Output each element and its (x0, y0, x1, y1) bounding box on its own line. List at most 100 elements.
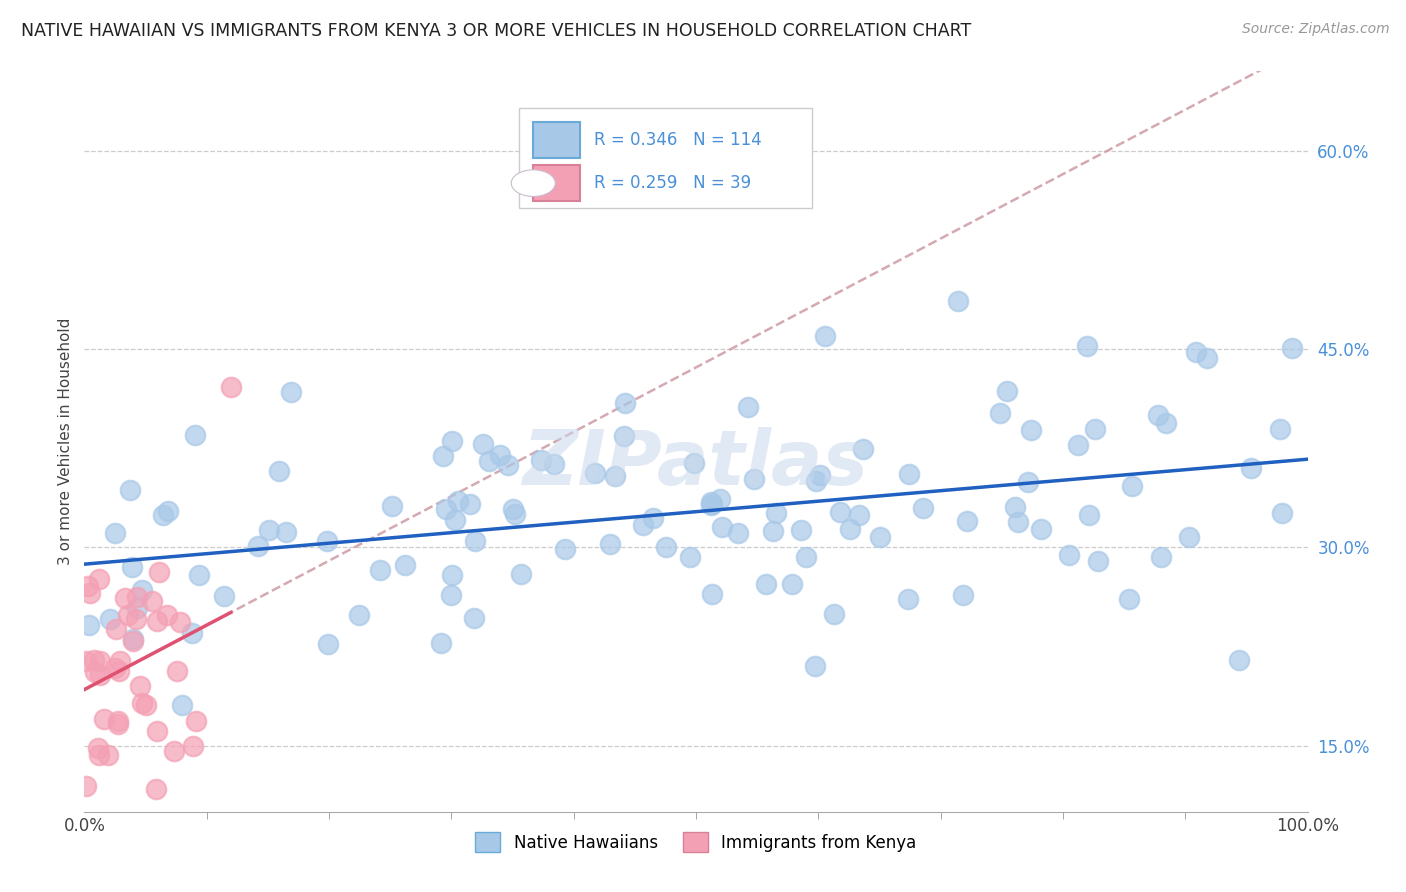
Point (107, 714, 129, 729)
Point (125, 601, 148, 615)
Point (780, 577, 803, 591)
Point (869, 530, 891, 544)
Point (89, 668, 111, 682)
Point (441, 568, 464, 582)
Point (122, 634, 145, 648)
Point (170, 698, 193, 713)
Point (709, 492, 731, 507)
Point (823, 607, 845, 621)
Point (184, 428, 207, 442)
Point (755, 576, 778, 591)
Point (1271, 506, 1294, 520)
Point (897, 592, 920, 607)
Point (700, 587, 723, 601)
Point (349, 608, 371, 623)
Point (727, 526, 749, 541)
Point (612, 429, 634, 443)
Point (794, 550, 817, 565)
Point (114, 591, 136, 605)
Point (169, 615, 191, 629)
Point (1087, 554, 1109, 568)
Point (434, 502, 457, 516)
Point (181, 739, 204, 754)
Point (156, 504, 179, 518)
Point (181, 626, 204, 640)
Point (897, 467, 920, 482)
Point (117, 607, 139, 622)
Point (131, 582, 153, 597)
Point (700, 495, 723, 509)
Point (440, 588, 463, 602)
Point (381, 499, 404, 513)
Point (1059, 548, 1081, 562)
Point (1229, 653, 1251, 667)
Point (212, 590, 235, 604)
Point (683, 456, 706, 470)
Point (463, 610, 485, 624)
Bar (533, 165, 579, 201)
Point (87, 741, 110, 756)
Point (1121, 479, 1143, 493)
Point (471, 437, 494, 451)
Point (583, 467, 606, 481)
Point (1281, 341, 1303, 355)
Point (131, 696, 153, 710)
Point (1185, 345, 1208, 359)
Point (1019, 423, 1042, 437)
Point (145, 781, 167, 796)
Point (259, 523, 281, 537)
Point (89, 654, 111, 668)
Point (97, 747, 120, 762)
Point (1118, 592, 1140, 607)
Point (613, 396, 636, 410)
Point (441, 434, 464, 448)
Point (599, 537, 621, 551)
Point (948, 293, 970, 308)
Point (125, 612, 148, 626)
Point (1076, 339, 1098, 353)
Point (141, 594, 163, 608)
Point (1067, 438, 1090, 452)
Point (83, 665, 105, 679)
Point (107, 717, 129, 731)
Point (679, 549, 702, 564)
Point (503, 507, 526, 521)
Point (118, 483, 141, 497)
Point (184, 714, 207, 728)
Point (1147, 409, 1170, 423)
Point (478, 454, 501, 468)
Point (502, 501, 524, 516)
Point (148, 566, 170, 580)
Point (122, 632, 145, 646)
Point (988, 406, 1011, 420)
Point (804, 658, 827, 673)
Point (814, 328, 837, 343)
Point (737, 400, 759, 414)
Point (742, 472, 765, 486)
Point (394, 558, 416, 572)
Point (76, 579, 98, 593)
Point (280, 384, 302, 399)
Point (430, 636, 453, 650)
Point (464, 533, 486, 548)
Y-axis label: 3 or more Vehicles in Household: 3 or more Vehicles in Household (58, 318, 73, 566)
Point (444, 513, 467, 527)
Point (1007, 515, 1029, 529)
Point (997, 384, 1019, 399)
Point (700, 498, 723, 512)
Point (1154, 416, 1177, 430)
Point (510, 567, 533, 582)
Point (1004, 500, 1026, 515)
Point (129, 680, 152, 694)
Point (1029, 522, 1052, 536)
Point (87, 572, 110, 586)
Text: ZIPatlas: ZIPatlas (523, 426, 869, 500)
Point (104, 525, 127, 540)
Point (146, 615, 169, 629)
Text: R = 0.346   N = 114: R = 0.346 N = 114 (595, 131, 762, 149)
Point (790, 523, 813, 537)
Point (848, 508, 870, 522)
Point (458, 497, 481, 511)
Point (152, 508, 174, 522)
Point (496, 458, 519, 473)
